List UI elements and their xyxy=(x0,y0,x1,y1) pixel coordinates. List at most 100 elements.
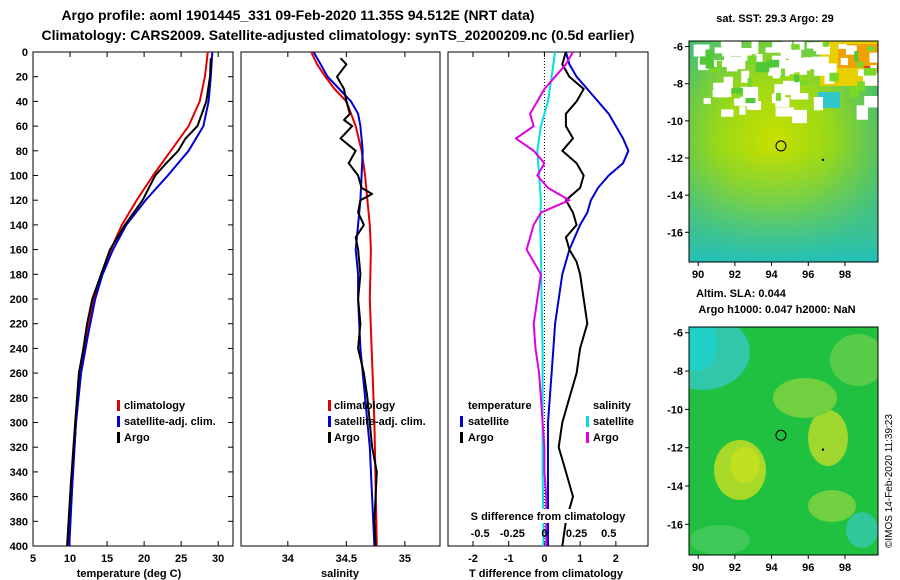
cloud-mask-block xyxy=(741,54,752,61)
temperature-x-axis: 5 10 15 20 25 30 xyxy=(30,52,224,565)
legend-swatch-t-argo xyxy=(460,432,463,443)
depth-tick-label: 40 xyxy=(16,96,28,108)
salinity-plot-area xyxy=(240,51,441,547)
series-line-s-satellite xyxy=(536,51,557,546)
depth-tick-label: 260 xyxy=(10,368,28,380)
series-line-s-argo xyxy=(514,51,574,546)
cloud-mask-block xyxy=(734,98,747,106)
sst-patch xyxy=(755,61,770,73)
imos-stamp: ©IMOS 14-Feb-2020 11:39:23 xyxy=(884,414,895,548)
nearby-float-marker xyxy=(821,448,825,451)
sla-map: Altim. SLA: 0.044 Argo h1000: 0.047 h200… xyxy=(667,288,879,574)
legend-label-s-satellite: satellite xyxy=(593,416,634,428)
cloud-mask-block xyxy=(838,43,847,49)
x-tick-label: 34.5 xyxy=(336,553,357,565)
depth-tick-label: 120 xyxy=(10,195,28,207)
sla-map-subtitle: Argo h1000: 0.047 h2000: NaN xyxy=(698,304,855,316)
figure-title-line1: Argo profile: aoml 1901445_331 09-Feb-20… xyxy=(61,7,534,23)
sla-map-frame xyxy=(688,326,879,556)
map-y-tick-label: -10 xyxy=(667,404,683,416)
s-difference-label-bg xyxy=(456,509,640,523)
map-y-tick-label: -14 xyxy=(667,190,684,202)
x-tick-label: 10 xyxy=(64,553,76,565)
map-x-tick-label: 94 xyxy=(765,562,778,574)
s-tick-label: 0.25 xyxy=(566,528,587,540)
cloud-mask-block xyxy=(714,82,729,98)
sst-patch xyxy=(799,80,809,86)
x-tick-label: 5 xyxy=(30,553,36,565)
legend-label-t-satellite: satellite xyxy=(468,416,509,428)
map-y-tick-label: -14 xyxy=(667,481,684,493)
depth-tick-label: 320 xyxy=(10,442,28,454)
cloud-mask-block xyxy=(864,96,878,108)
depth-tick-label: 60 xyxy=(16,121,28,133)
x-tick-label: 15 xyxy=(101,553,113,565)
cloud-mask-block xyxy=(780,48,793,59)
difference-series xyxy=(514,51,630,547)
legend-label-satellite: satellite-adj. clim. xyxy=(334,416,426,428)
sst-patch xyxy=(716,60,722,68)
depth-tick-label: 180 xyxy=(10,269,28,281)
sst-patch xyxy=(699,56,709,65)
argo-position-marker xyxy=(775,140,787,152)
sst-patch xyxy=(705,49,714,61)
series-line-climatology xyxy=(310,51,378,547)
legend-swatch-satellite xyxy=(117,416,120,427)
temperature-xlabel: temperature (deg C) xyxy=(77,568,182,580)
x-tick-label: -1 xyxy=(504,553,514,565)
salinity-legend: climatology satellite-adj. clim. Argo xyxy=(328,400,426,444)
sst-patch xyxy=(776,92,782,101)
map-x-tick-label: 96 xyxy=(802,269,814,281)
map-x-tick-label: 92 xyxy=(729,562,741,574)
sst-patch xyxy=(766,59,780,68)
map-x-tick-label: 96 xyxy=(802,562,814,574)
x-tick-label: 25 xyxy=(175,553,187,565)
cloud-mask-block xyxy=(799,59,807,75)
argo-position-marker xyxy=(775,429,787,441)
s-tick-label: 0 xyxy=(541,528,547,540)
sst-patch xyxy=(856,61,864,68)
series-line-satellite-adj-clim- xyxy=(68,51,214,547)
cloud-mask-block xyxy=(824,75,835,84)
sst-patch xyxy=(705,59,715,69)
sst-patch xyxy=(857,81,865,92)
sla-map-axes: 90 92 94 96 98 -6 -8 -10 -12 -14 -16 xyxy=(667,328,851,574)
cloud-mask-block xyxy=(870,72,878,82)
nearby-float-marker xyxy=(821,158,825,162)
cloud-mask-block xyxy=(813,44,829,52)
legend-swatch-climatology xyxy=(117,400,120,411)
x-tick-label: 30 xyxy=(212,553,224,565)
cloud-mask-block xyxy=(746,100,762,110)
sst-patch xyxy=(849,86,860,98)
depth-tick-label: 0 xyxy=(22,47,28,59)
series-line-t-argo xyxy=(557,51,589,547)
sst-patch xyxy=(867,46,875,52)
sst-cloud-mask xyxy=(693,41,878,124)
series-line-argo xyxy=(66,58,212,547)
cloud-mask-block xyxy=(740,86,759,102)
map-y-tick-label: -6 xyxy=(673,42,683,54)
cloud-mask-block xyxy=(775,97,790,107)
cloud-mask-block xyxy=(772,42,792,53)
cloud-mask-block xyxy=(775,107,795,117)
depth-tick-label: 20 xyxy=(16,72,28,84)
sst-patch xyxy=(829,72,839,82)
cloud-mask-block xyxy=(827,63,837,75)
map-y-tick-label: -10 xyxy=(667,116,683,128)
sst-patch xyxy=(863,67,877,76)
sst-patch xyxy=(794,75,800,83)
depth-tick-label: 140 xyxy=(10,220,28,232)
cloud-mask-block xyxy=(714,47,728,54)
depth-tick-label: 280 xyxy=(10,393,28,405)
cloud-mask-block xyxy=(812,56,829,70)
map-y-tick-label: -12 xyxy=(667,153,683,165)
map-y-tick-label: -16 xyxy=(667,519,683,531)
cloud-mask-block xyxy=(783,80,801,95)
cloud-mask-block xyxy=(856,105,868,120)
legend-swatch-argo xyxy=(328,432,331,443)
depth-tick-label: 240 xyxy=(10,343,28,355)
legend-swatch-s-satellite xyxy=(586,416,589,427)
cloud-mask-block xyxy=(790,93,809,100)
series-line-argo xyxy=(336,57,378,547)
cloud-mask-block xyxy=(724,51,731,63)
